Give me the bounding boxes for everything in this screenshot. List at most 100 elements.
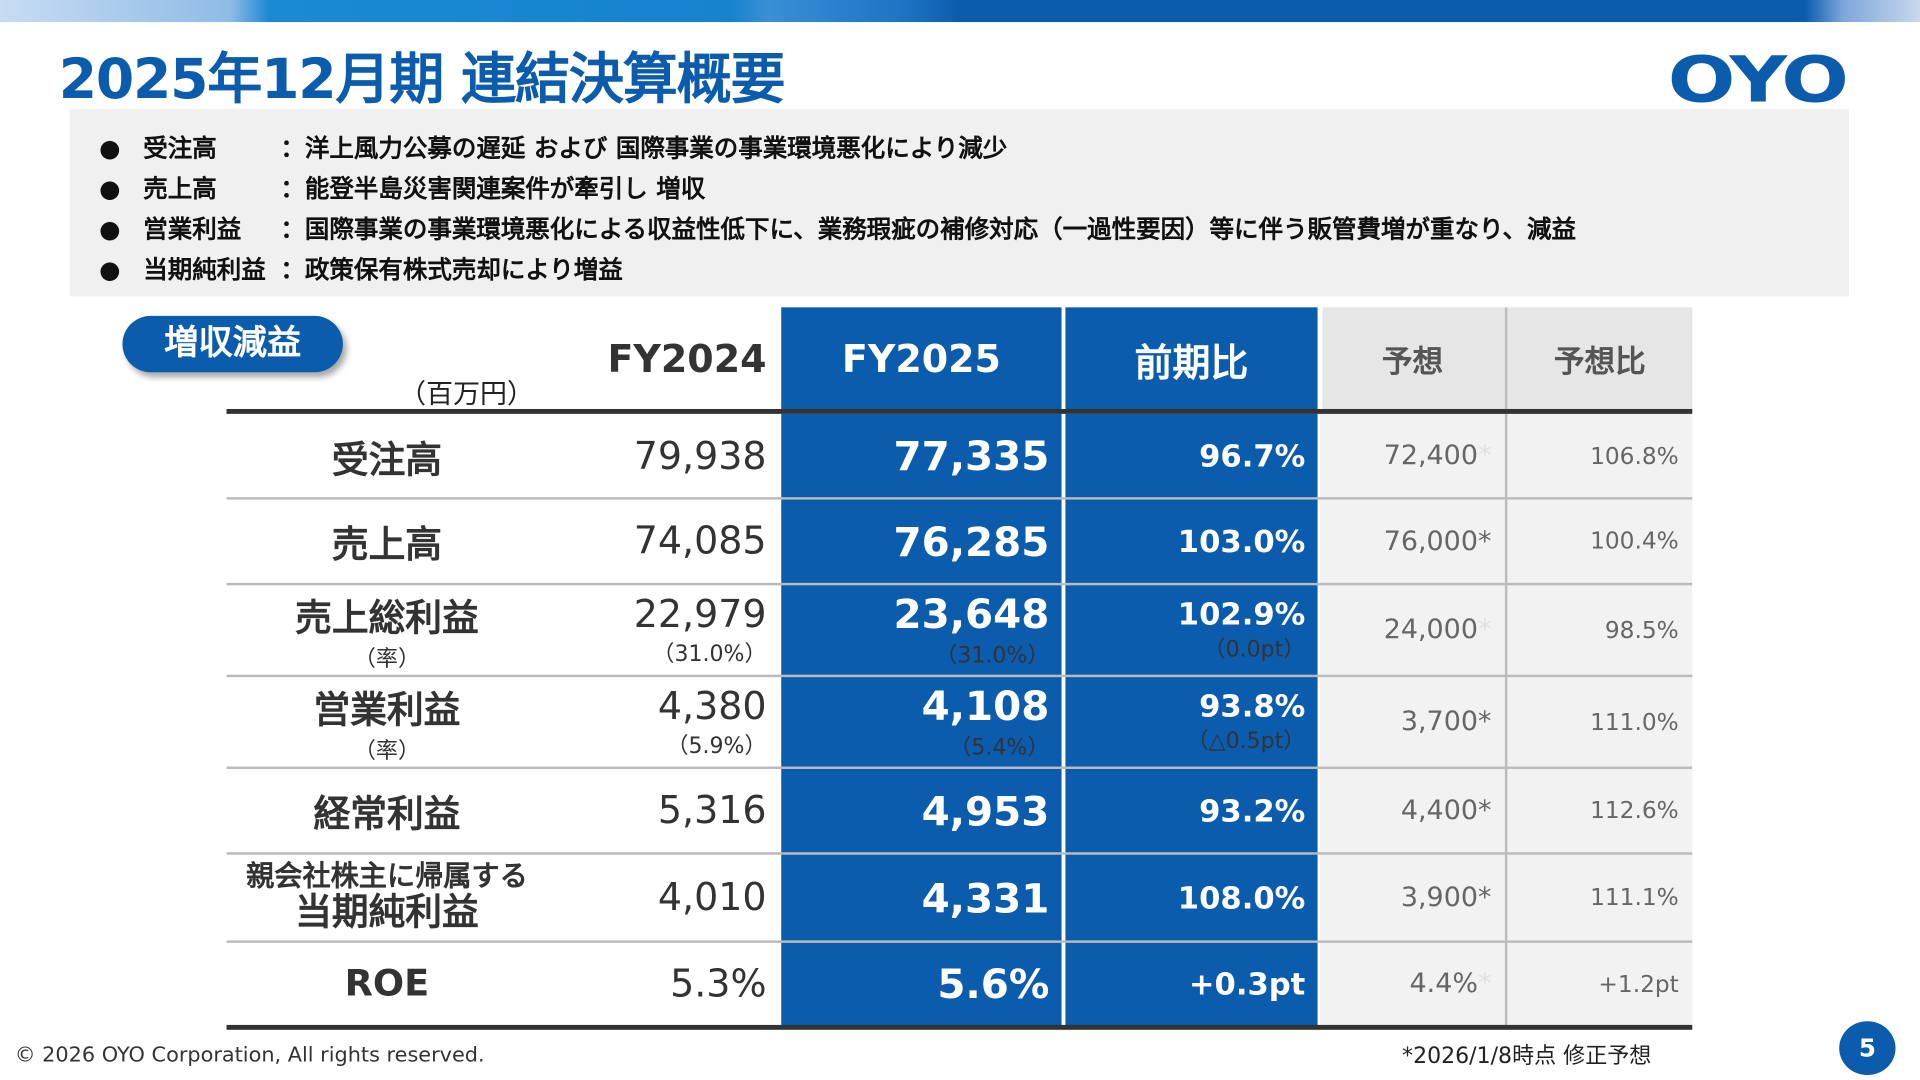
revised-mark: * [1477,440,1492,472]
header-yoy: 前期比 [1065,307,1318,412]
forecast-cell: 3,900* [1320,853,1492,941]
result-badge: 増収減益 [122,315,343,373]
yoy-value: 93.8% [1199,688,1306,724]
fy2025-value: 4,108 [921,682,1050,730]
row-divider [226,940,1693,943]
row-label-sub: （率） [353,737,421,764]
vs-forecast-value: 100.4% [1590,527,1679,555]
revised-mark: * [1477,614,1492,646]
fy2025-sub: （5.4%） [949,734,1050,761]
fy2024-cell: 74,085 [576,498,767,584]
summary-label: 営業利益 [143,214,242,244]
yoy-value: 103.0% [1177,523,1306,559]
row-label: 売上総利益 [295,596,479,640]
yoy-value: 102.9% [1177,596,1306,632]
fy2025-column [781,413,1062,1027]
vs-forecast-value: +1.2pt [1598,970,1679,998]
page-number: 5 [1839,1021,1896,1076]
bullet-icon: ● [99,173,121,204]
row-divider [226,674,1693,678]
fy2025-value: 23,648 [893,590,1050,638]
forecast-value: 4.4% [1409,968,1478,1000]
row-label: 営業利益 [313,688,461,732]
fy2024-value: 22,979 [633,592,767,637]
fy2025-value: 5.6% [937,960,1050,1008]
summary-item: ● 売上高 ：能登半島災害関連案件が牽引し 増収 [99,169,705,205]
forecast-value: 72,400 [1383,440,1478,472]
forecast-value: 4,400 [1400,795,1478,826]
fy2025-cell: 5.6% [781,942,1049,1026]
header-fy2024: FY2024 [607,337,767,382]
vs-forecast-cell: 111.1% [1507,853,1679,941]
fy2025-sub: （31.0%） [935,642,1050,669]
row-label-cell: 営業利益 （率） [227,676,548,768]
fy2025-cell: 4,331 [781,853,1050,941]
header-vs-forecast: 予想比 [1507,307,1693,412]
fy2024-value: 5.3% [670,961,767,1006]
header-fy2025: FY2025 [781,307,1062,412]
unit-label: （百万円） [399,379,534,411]
bullet-icon: ● [99,214,121,244]
vs-forecast-value: 112.6% [1590,797,1679,825]
row-divider [226,852,1693,855]
row-label-cell: 売上総利益 （率） [227,584,548,676]
fy2025-value: 4,331 [921,873,1050,922]
yoy-value: +0.3pt [1188,966,1306,1002]
vs-forecast-cell: 100.4% [1507,498,1679,584]
forecast-value: 3,900 [1400,882,1478,913]
fy2024-value: 74,085 [633,519,767,564]
row-label-cell: 親会社株主に帰属する 当期純利益 [227,853,548,941]
vs-forecast-value: 111.0% [1590,708,1679,736]
summary-label: 受注高 [143,133,217,163]
forecast-cell: 72,400* [1320,414,1492,498]
revised-mark: * [1477,525,1492,557]
fy2024-value: 4,380 [657,683,767,728]
fy2025-cell: 76,285 [781,498,1049,584]
fy2024-value: 5,316 [657,788,767,833]
fy2024-sub: （31.0%） [652,641,767,667]
row-divider [226,766,1693,769]
fy2025-value: 4,953 [921,786,1050,835]
fy2024-value: 4,010 [657,875,767,920]
row-label: 受注高 [331,438,443,482]
row-label: 経常利益 [313,793,461,837]
vs-forecast-value: 106.8% [1590,442,1679,470]
row-divider [226,497,1693,500]
yoy-cell: +0.3pt [1065,942,1305,1026]
yoy-cell: 102.9% （0.0pt） [1065,584,1306,676]
table-top-rule [226,408,1693,414]
fy2025-cell: 23,648 （31.0%） [781,584,1049,676]
summary-item: ● 当期純利益 ：政策保有株式売却により増益 [99,250,623,286]
row-label-cell: 受注高 [227,414,548,498]
forecast-cell: 4.4%* [1320,942,1492,1026]
fy2024-value: 79,938 [633,434,767,479]
fy2024-cell: 5.3% [576,942,767,1026]
forecast-value: 76,000 [1383,525,1478,557]
revised-mark: * [1477,706,1492,738]
row-label-cell: ROE [227,942,548,1026]
vs-forecast-cell: 98.5% [1507,584,1679,676]
summary-box: ● 受注高 ：洋上風力公募の遅延 および 国際事業の事業環境悪化により減少 ● 売上高 ：… [69,108,1849,297]
row-label-sub: （率） [353,645,421,672]
fy2025-value: 77,335 [893,432,1050,481]
fy2025-value: 76,285 [893,517,1050,566]
bullet-icon: ● [99,133,121,163]
fy2024-cell: 5,316 [576,768,767,854]
summary-label: 売上高 [143,173,217,204]
top-banner [0,0,1920,23]
table-bottom-rule [226,1024,1693,1030]
summary-text: ：国際事業の事業環境悪化による収益性低下に、業務瑕疵の補修対応（一過性要因）等に… [280,214,1576,244]
forecast-note: *2026/1/8時点 修正予想 [1402,1043,1652,1069]
yoy-cell: 93.2% [1065,768,1305,854]
vs-forecast-cell: 111.0% [1507,676,1679,768]
yoy-cell: 93.8% （△0.5pt） [1065,676,1306,768]
summary-item: ● 営業利益 ：国際事業の事業環境悪化による収益性低下に、業務瑕疵の補修対応（一過性… [99,209,1576,245]
yoy-cell: 103.0% [1065,498,1306,584]
vs-forecast-cell: +1.2pt [1507,942,1678,1026]
yoy-cell: 108.0% [1065,853,1306,941]
row-label-cell: 売上高 [227,498,548,584]
page-title: 2025年12月期 連結決算概要 [58,46,786,112]
vs-forecast-value: 111.1% [1590,884,1679,912]
forecast-cell: 3,700* [1320,676,1492,768]
yoy-value: 96.7% [1199,438,1306,474]
